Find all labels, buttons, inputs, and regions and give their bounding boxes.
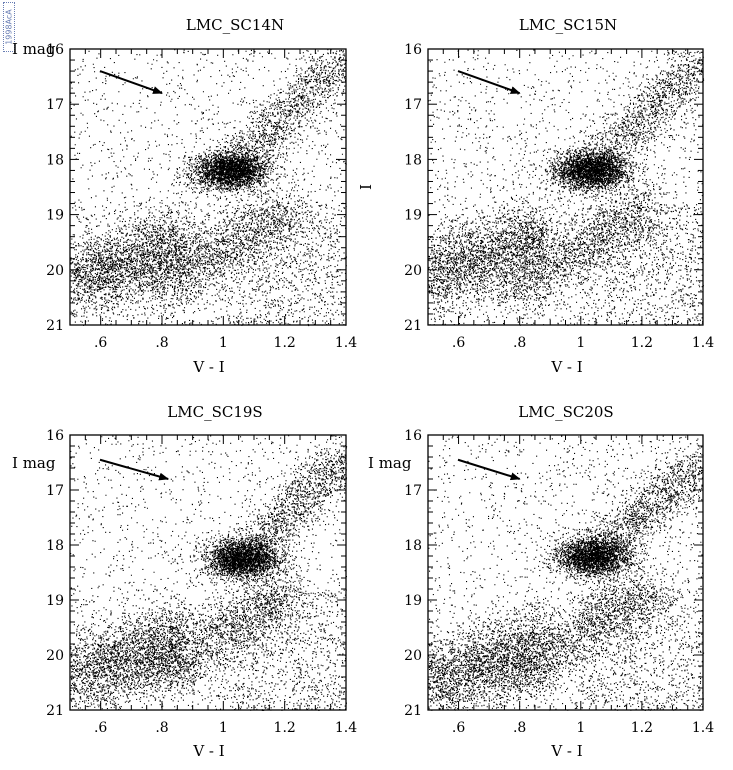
data-points bbox=[428, 435, 705, 711]
panel-title: LMC_SC20S bbox=[518, 403, 613, 421]
reddening-arrow bbox=[99, 70, 163, 95]
x-tick-label: 1 bbox=[576, 335, 585, 351]
y-tick-label: 17 bbox=[46, 97, 64, 113]
x-tick-label: .6 bbox=[94, 720, 107, 736]
panel-title: LMC_SC15N bbox=[519, 16, 617, 34]
x-tick-label: .8 bbox=[513, 720, 526, 736]
x-axis-label: V - I bbox=[550, 358, 582, 376]
y-tick-label: 18 bbox=[404, 152, 422, 168]
x-tick-label: 1 bbox=[219, 335, 228, 351]
reddening-arrow bbox=[457, 70, 521, 95]
y-tick-label: 19 bbox=[46, 208, 64, 224]
x-tick-label: 1 bbox=[219, 720, 228, 736]
x-axis-label: V - I bbox=[192, 742, 224, 760]
x-tick-label: 1.2 bbox=[631, 335, 653, 351]
x-tick-label: 1.4 bbox=[692, 335, 714, 351]
y-tick-label: 21 bbox=[46, 318, 64, 334]
panel-title: LMC_SC19S bbox=[167, 403, 262, 421]
cmd-panel-2: .6 .8 1 1.2 1.4 16 17 18 19 20 21 LMC_SC15N V - I I bbox=[357, 16, 714, 376]
cmd-panel-1: .6 .8 1 1.2 1.4 16 17 18 19 20 21 LMC_SC14N V - I I m… bbox=[12, 16, 357, 376]
y-tick-label: 16 bbox=[404, 42, 422, 58]
x-tick-label: 1.4 bbox=[692, 720, 714, 736]
x-tick-label: .6 bbox=[452, 335, 465, 351]
y-tick-label: 19 bbox=[46, 593, 64, 609]
reddening-arrow bbox=[457, 458, 521, 481]
cmd-panel-4: .6 .8 1 1.2 1.4 16 17 18 19 20 21 LMC_SC20S V - I I m… bbox=[368, 403, 714, 760]
x-tick-label: 1.2 bbox=[631, 720, 653, 736]
y-tick-label: 20 bbox=[46, 263, 64, 279]
x-tick-label: 1 bbox=[576, 720, 585, 736]
x-tick-label: 1.2 bbox=[274, 720, 296, 736]
panel-title: LMC_SC14N bbox=[186, 16, 284, 34]
y-tick-label: 17 bbox=[404, 483, 422, 499]
y-tick-label: 16 bbox=[46, 42, 64, 58]
y-tick-label: 19 bbox=[404, 593, 422, 609]
x-tick-label: .8 bbox=[155, 335, 168, 351]
bibcode-stamp: 1998AcA bbox=[3, 2, 15, 52]
y-tick-label: 19 bbox=[404, 208, 422, 224]
x-tick-label: .8 bbox=[513, 335, 526, 351]
x-axis-label: V - I bbox=[192, 358, 224, 376]
x-tick-label: 1.2 bbox=[274, 335, 296, 351]
cmd-panel-3: .6 .8 1 1.2 1.4 16 17 18 19 20 21 LMC_SC19S V - I I m… bbox=[12, 403, 357, 760]
y-axis-label: I bbox=[357, 184, 375, 190]
x-axis-label: V - I bbox=[550, 742, 582, 760]
y-tick-label: 21 bbox=[404, 703, 422, 719]
x-tick-label: .6 bbox=[452, 720, 465, 736]
reddening-arrow bbox=[99, 458, 170, 481]
y-tick-label: 17 bbox=[404, 97, 422, 113]
x-tick-label: 1.4 bbox=[335, 335, 357, 351]
y-tick-label: 16 bbox=[404, 428, 422, 444]
y-tick-label: 16 bbox=[46, 428, 64, 444]
y-tick-label: 20 bbox=[46, 648, 64, 664]
y-tick-label: 17 bbox=[46, 483, 64, 499]
y-tick-label: 18 bbox=[46, 538, 64, 554]
x-tick-label: .6 bbox=[94, 335, 107, 351]
y-axis-label: I mag bbox=[12, 40, 56, 58]
y-axis-label: I mag bbox=[12, 454, 56, 472]
data-points bbox=[428, 49, 705, 326]
data-points bbox=[70, 435, 348, 711]
y-tick-label: 18 bbox=[46, 152, 64, 168]
x-tick-label: .8 bbox=[155, 720, 168, 736]
data-points bbox=[70, 49, 347, 327]
y-tick-label: 20 bbox=[404, 648, 422, 664]
y-axis-label: I mag bbox=[368, 454, 412, 472]
y-tick-label: 20 bbox=[404, 263, 422, 279]
x-tick-label: 1.4 bbox=[335, 720, 357, 736]
y-tick-label: 18 bbox=[404, 538, 422, 554]
y-tick-label: 21 bbox=[46, 703, 64, 719]
y-tick-label: 21 bbox=[404, 318, 422, 334]
